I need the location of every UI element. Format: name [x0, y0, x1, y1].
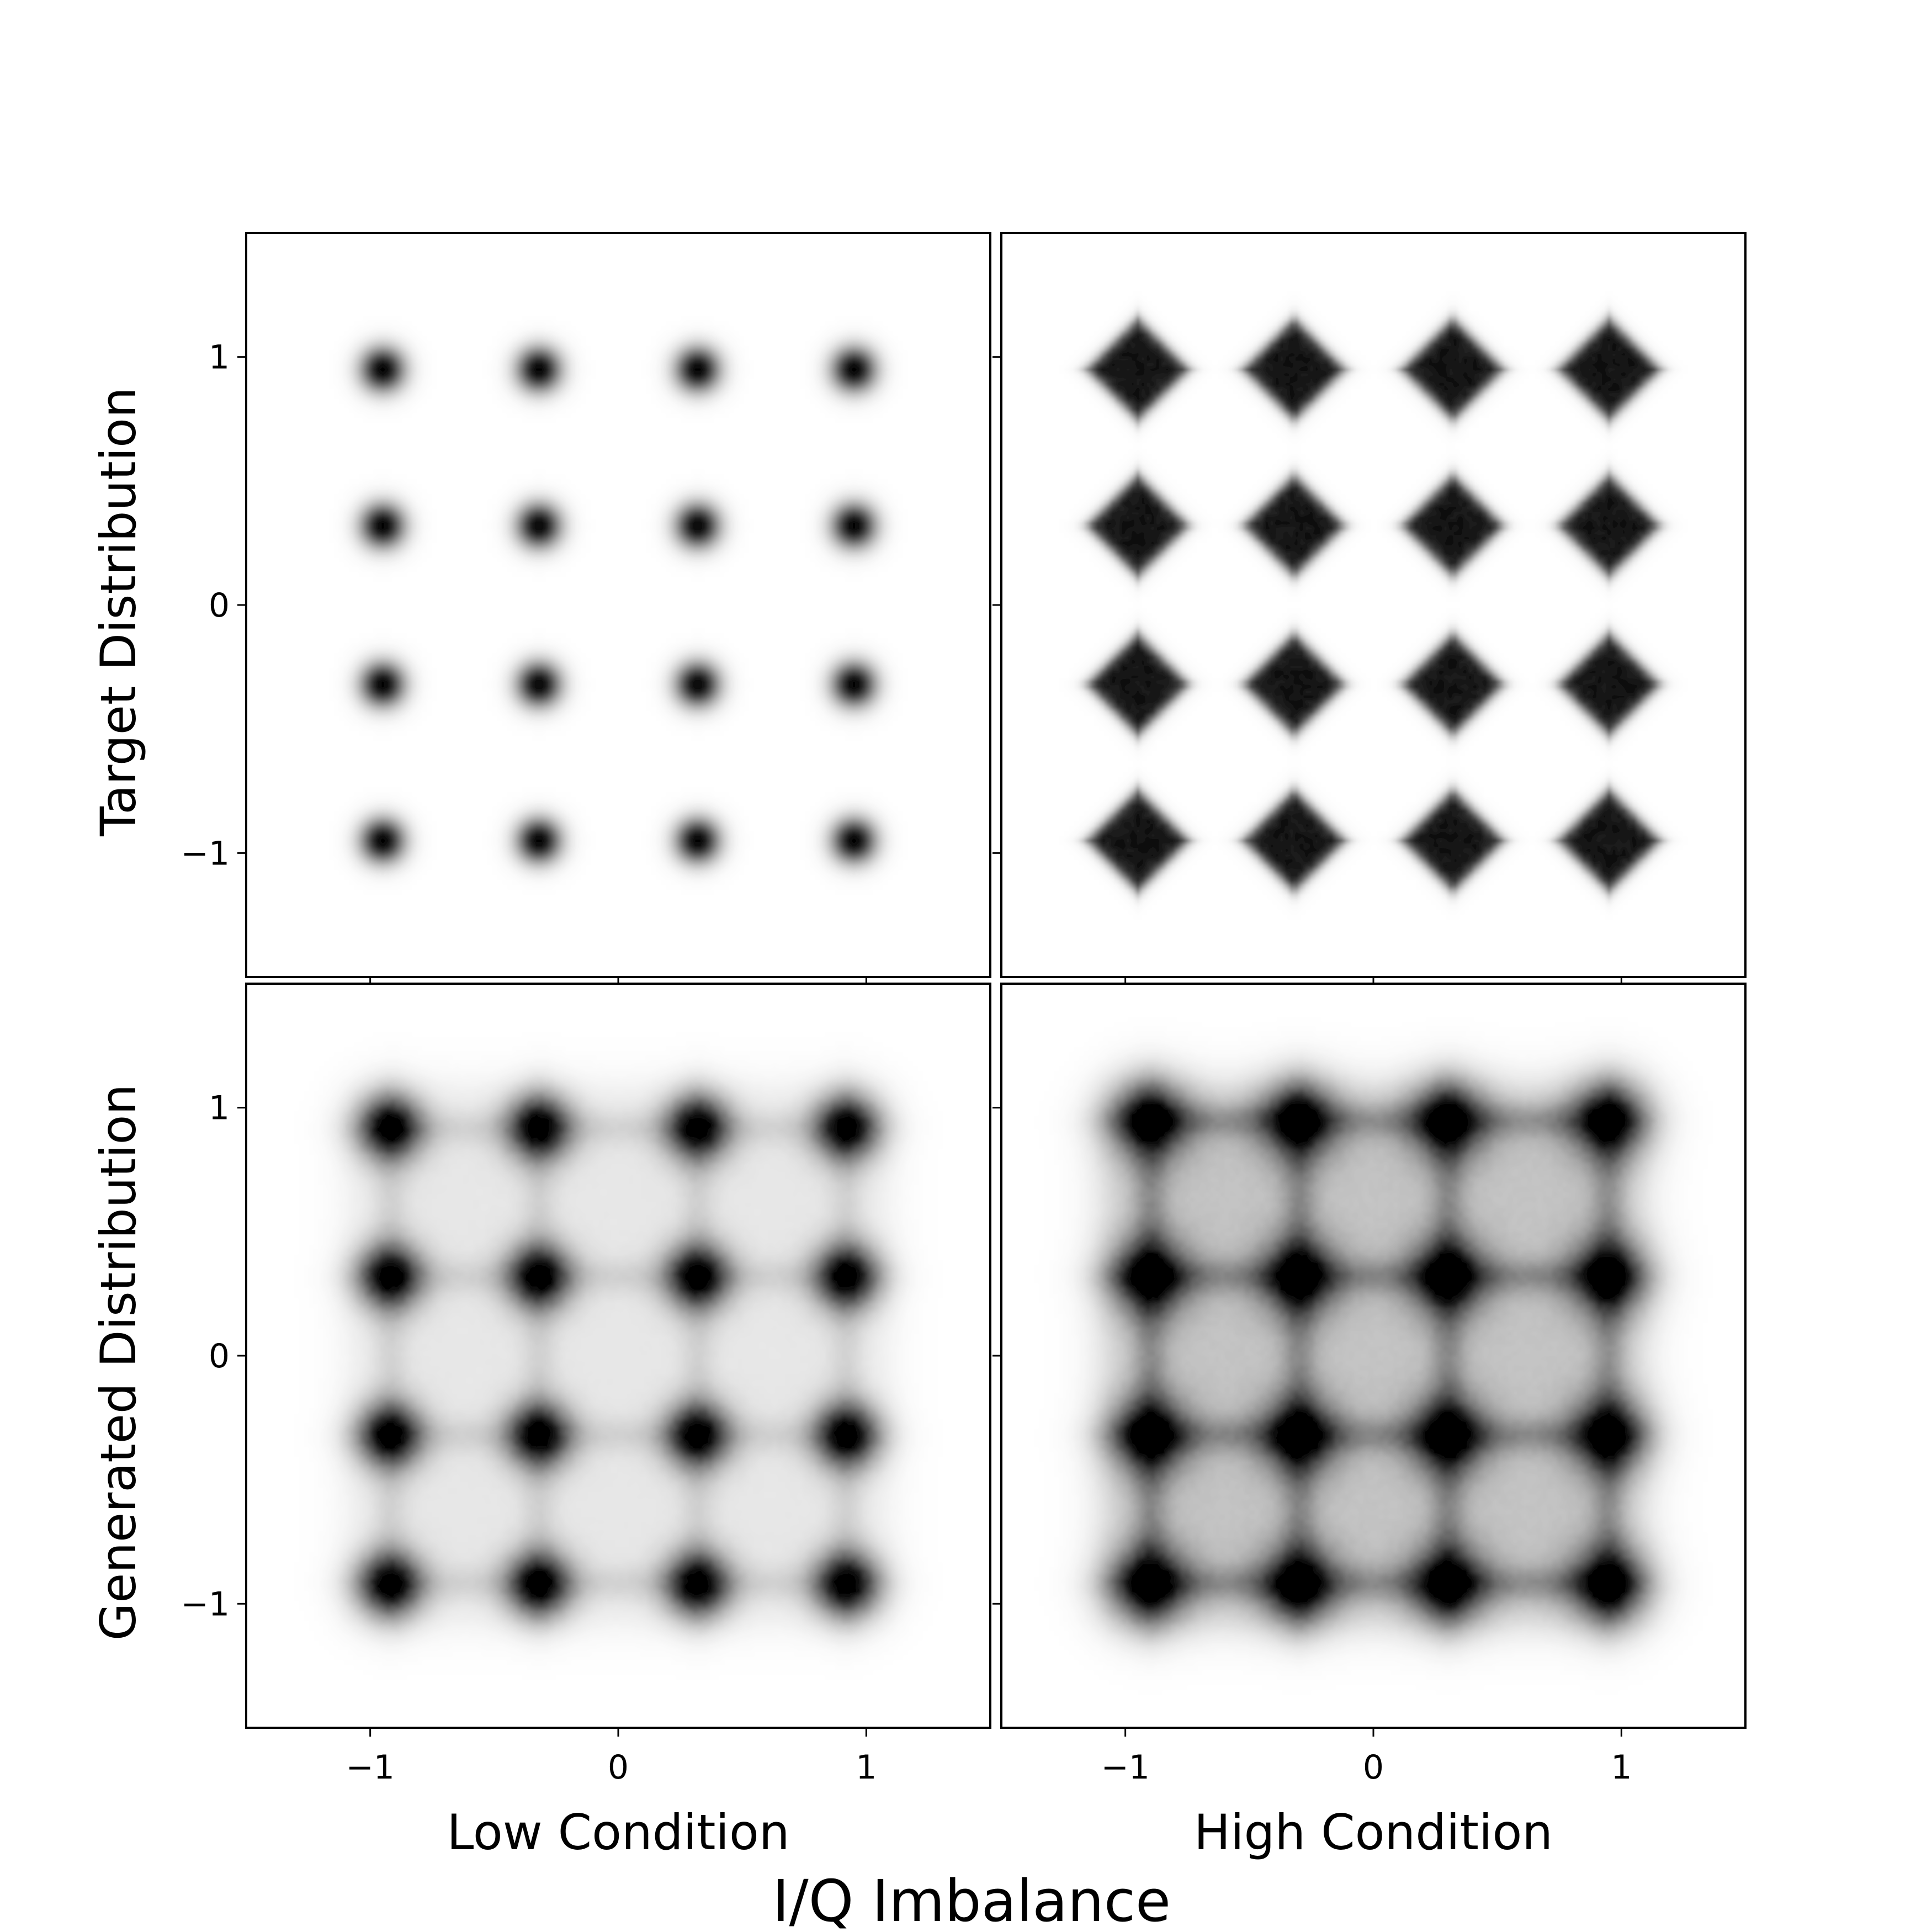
panel-generated-distribution-high-condition: −1 0 1 [992, 983, 1747, 1787]
y-tick-label: 0 [209, 1337, 230, 1376]
panel-generated-distribution-low-condition: −1 0 1 −1 0 1 [181, 983, 991, 1787]
x-tick-label: −1 [346, 1748, 394, 1787]
density-image [246, 984, 990, 1728]
row-label-target-distribution: Target Distribution [90, 387, 147, 837]
density-image [1001, 233, 1745, 977]
column-label-low-condition: Low Condition [447, 1804, 789, 1861]
density-image [1001, 984, 1745, 1728]
x-tick-label: 0 [1363, 1748, 1384, 1787]
column-label-high-condition: High Condition [1194, 1804, 1553, 1861]
y-tick-label: −1 [181, 1585, 230, 1623]
x-tick-label: 1 [856, 1748, 877, 1787]
y-tick-label: 0 [209, 586, 230, 625]
y-tick-label: 1 [209, 1089, 230, 1128]
row-label-generated-distribution: Generated Distribution [90, 1084, 147, 1641]
panel-target-distribution-high-condition [992, 232, 1747, 986]
density-image [246, 233, 990, 977]
figure-xlabel: I/Q Imbalance [772, 1867, 1171, 1932]
x-tick-label: −1 [1101, 1748, 1149, 1787]
panel-target-distribution-low-condition: −1 0 1 [181, 232, 991, 986]
x-tick-label: 1 [1611, 1748, 1632, 1787]
x-tick-label: 0 [608, 1748, 629, 1787]
y-tick-label: −1 [181, 834, 230, 873]
y-tick-label: 1 [209, 338, 230, 377]
